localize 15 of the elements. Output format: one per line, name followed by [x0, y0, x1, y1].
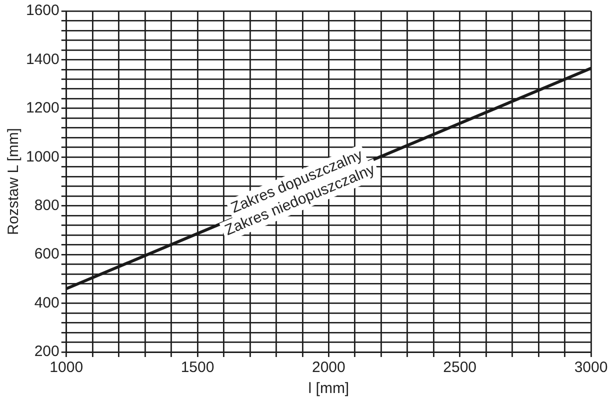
y-axis-title: Rozstaw L [mm] — [5, 128, 22, 235]
x-axis-title: l [mm] — [308, 380, 350, 398]
y-tick-label: 800 — [34, 197, 60, 214]
y-tick-label: 1400 — [26, 50, 60, 68]
y-tick-label: 600 — [34, 246, 60, 263]
y-tick-label: 1600 — [26, 2, 60, 20]
x-tick-label: 1000 — [50, 359, 84, 376]
x-tick-label: 2500 — [443, 359, 477, 376]
x-tick-label: 2000 — [312, 359, 346, 376]
x-tick-label: 1500 — [180, 359, 214, 376]
y-tick-label: 1200 — [26, 100, 60, 117]
x-tick-label: 3000 — [574, 359, 608, 376]
y-tick-label: 1000 — [26, 148, 60, 166]
y-tick-label: 200 — [34, 343, 60, 360]
y-tick-label: 400 — [34, 294, 60, 312]
